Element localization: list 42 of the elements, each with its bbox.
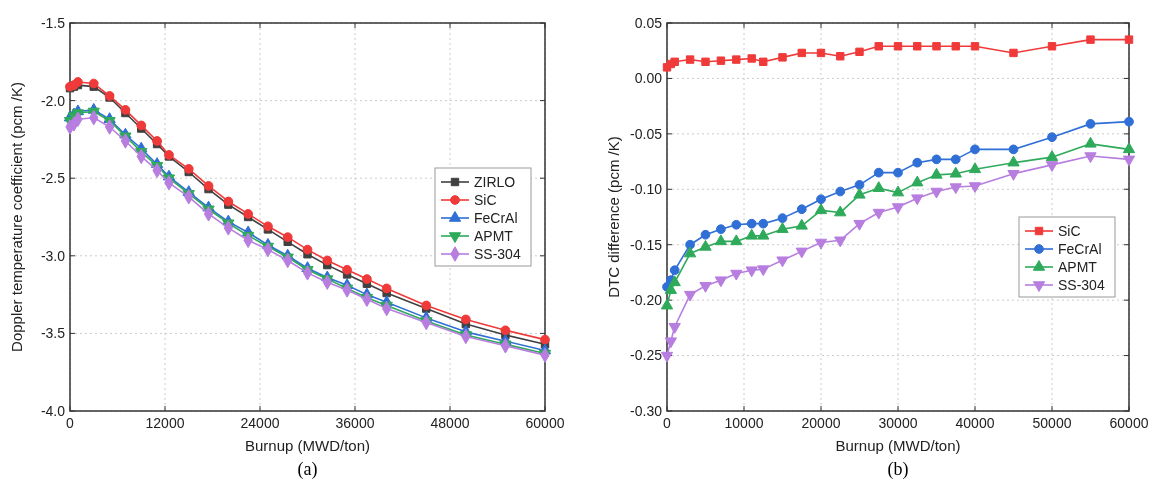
y-axis-title: DTC difference (pcm /K) bbox=[605, 136, 622, 298]
legend-label: FeCrAl bbox=[474, 209, 518, 226]
x-tick-label: 0 bbox=[66, 415, 75, 431]
y-tick-label: -2.5 bbox=[40, 170, 66, 187]
legend-label: SS-304 bbox=[1058, 276, 1105, 293]
legend-label: APMT bbox=[1058, 258, 1098, 275]
y-tick-label: -0.25 bbox=[630, 347, 663, 364]
y-tick-label: -1.5 bbox=[40, 14, 66, 31]
x-tick-label: 60000 bbox=[1109, 415, 1149, 431]
legend-label: ZIRLO bbox=[474, 173, 516, 190]
y-tick-label: -2.0 bbox=[40, 92, 66, 109]
text: (b) bbox=[887, 459, 909, 480]
y-tick-label: 0.00 bbox=[634, 70, 663, 87]
y-tick-label: -0.15 bbox=[630, 236, 663, 253]
y-tick-label: -3.5 bbox=[40, 325, 66, 342]
y-axis-title: Doppler temperature coefficient (pcm /K) bbox=[8, 82, 25, 352]
y-tick-label: -4.0 bbox=[40, 402, 66, 419]
x-tick-label: 20000 bbox=[801, 415, 841, 431]
x-tick-label: 24000 bbox=[240, 415, 280, 431]
y-tick-label: -3.0 bbox=[40, 247, 66, 264]
x-tick-label: 10000 bbox=[724, 415, 764, 431]
y-tick-label: -0.30 bbox=[630, 402, 663, 419]
x-tick-label: 36000 bbox=[335, 415, 375, 431]
x-tick-label: 48000 bbox=[430, 415, 470, 431]
x-axis-title: Burnup (MWD/ton) bbox=[244, 437, 371, 454]
x-tick-label: 12000 bbox=[145, 415, 185, 431]
y-tick-label: 0.05 bbox=[634, 14, 663, 31]
text: (a) bbox=[297, 459, 318, 480]
y-tick-label: -0.20 bbox=[630, 292, 663, 309]
legend-label: APMT bbox=[474, 227, 514, 244]
legend-label: SiC bbox=[1058, 222, 1081, 239]
y-tick-label: -0.05 bbox=[630, 125, 663, 142]
x-tick-label: 60000 bbox=[525, 415, 565, 431]
x-tick-label: 0 bbox=[663, 415, 672, 431]
x-tick-label: 40000 bbox=[955, 415, 995, 431]
y-tick-label: -0.10 bbox=[630, 181, 663, 198]
x-tick-label: 30000 bbox=[878, 415, 918, 431]
legend-label: SiC bbox=[474, 191, 497, 208]
x-axis-title: Burnup (MWD/ton) bbox=[835, 437, 961, 454]
x-tick-label: 50000 bbox=[1032, 415, 1072, 431]
legend-label: FeCrAl bbox=[1058, 240, 1102, 257]
legend-label: SS-304 bbox=[474, 245, 521, 262]
